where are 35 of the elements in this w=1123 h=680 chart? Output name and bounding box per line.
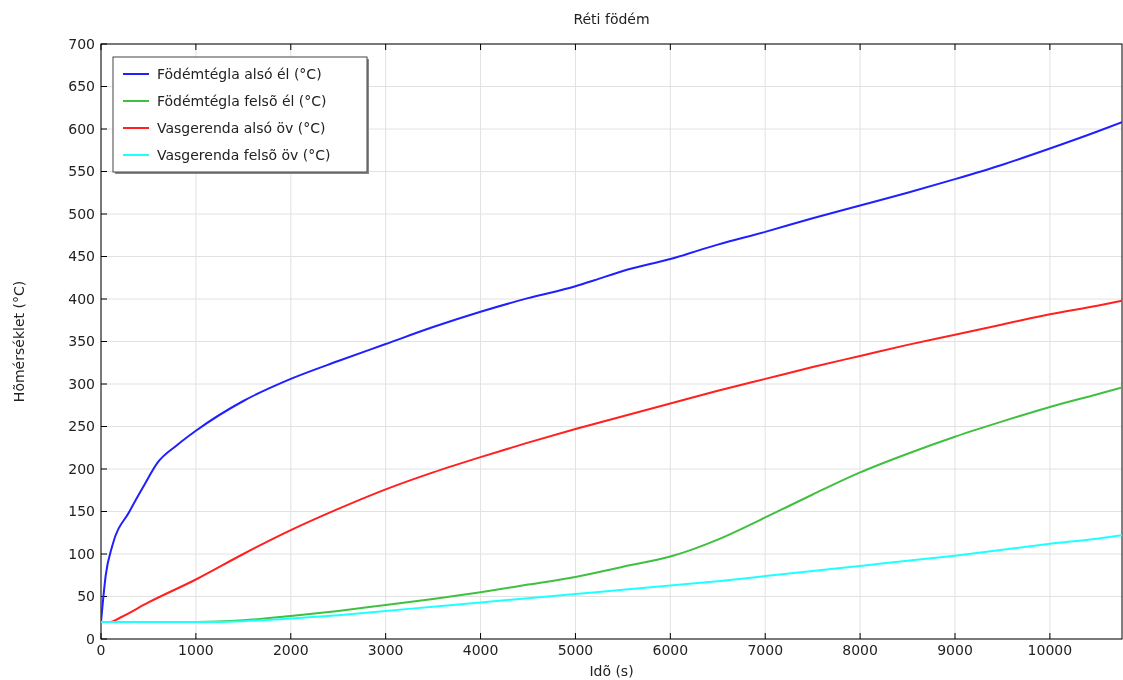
x-tick-label: 9000 xyxy=(937,642,973,658)
x-tick-label: 4000 xyxy=(462,642,499,658)
y-tick-label: 400 xyxy=(68,290,95,307)
legend-label: Vasgerenda felsõ öv (°C) xyxy=(157,146,331,163)
y-tick-label: 350 xyxy=(68,333,95,350)
line-series xyxy=(101,121,1122,623)
y-tick-label: 150 xyxy=(68,503,95,520)
legend-label: Vasgerenda alsó öv (°C) xyxy=(157,119,326,136)
y-tick-label: 0 xyxy=(86,630,95,647)
x-tick-label: 2000 xyxy=(272,642,309,658)
legend-label: Födémtégla felsõ él (°C) xyxy=(157,92,327,109)
y-tick-label: 300 xyxy=(68,375,95,392)
y-tick-label: 250 xyxy=(68,418,95,435)
y-tick-label: 200 xyxy=(68,460,95,477)
x-tick-label: 8000 xyxy=(842,642,878,658)
y-tick-label: 450 xyxy=(68,248,95,265)
x-tick-label: 7000 xyxy=(747,642,784,658)
y-tick-label: 100 xyxy=(68,545,95,562)
chart-title: Réti födém xyxy=(573,11,650,27)
y-axis-title: Hõmérséklet (°C) xyxy=(11,280,27,403)
x-tick-label: 10000 xyxy=(1027,642,1073,658)
x-axis-title: Idõ (s) xyxy=(589,663,634,679)
y-tick-label: 650 xyxy=(68,78,95,95)
legend-label: Födémtégla alsó él (°C) xyxy=(157,65,322,82)
y-tick-label: 50 xyxy=(77,588,95,605)
x-tick-label: 5000 xyxy=(557,642,594,658)
y-tick-label: 600 xyxy=(68,120,95,137)
x-tick-label: 0 xyxy=(96,642,106,658)
y-tick-label: 700 xyxy=(68,35,95,52)
y-tick-label: 550 xyxy=(68,163,95,180)
x-tick-label: 6000 xyxy=(652,642,689,658)
x-tick-label: 1000 xyxy=(178,642,214,658)
y-tick-label: 500 xyxy=(68,205,95,222)
line-series xyxy=(101,534,1122,623)
x-tick-label: 3000 xyxy=(367,642,404,658)
